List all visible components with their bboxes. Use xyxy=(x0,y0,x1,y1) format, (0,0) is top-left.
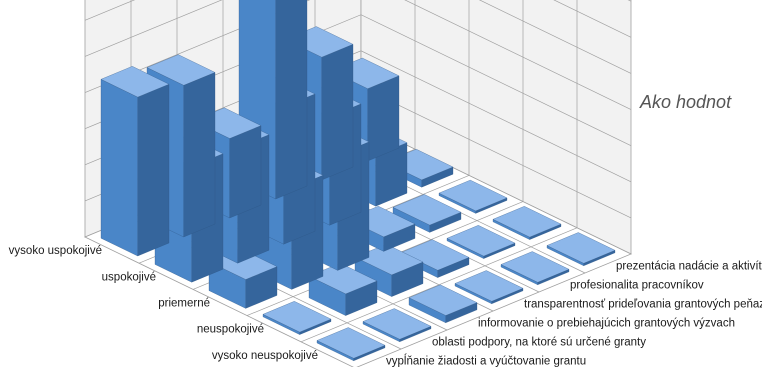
bar xyxy=(500,251,570,286)
bar-top xyxy=(500,251,570,283)
aspect-label: informovanie o prebiehajúcich grantových… xyxy=(478,318,735,330)
bar xyxy=(438,179,508,214)
bar xyxy=(454,270,524,305)
bar xyxy=(546,232,616,267)
bar-side xyxy=(183,72,216,238)
bar xyxy=(308,263,378,316)
bar-side xyxy=(367,75,400,162)
chart-labels: vysoko uspokojivé uspokojivé priemerné neus… xyxy=(9,245,762,367)
bar-top xyxy=(392,194,462,226)
bar-top xyxy=(262,301,332,333)
bar-side xyxy=(275,0,308,200)
bar-front xyxy=(100,79,138,257)
rating-label: neuspokojivé xyxy=(197,324,264,336)
bar xyxy=(354,244,424,297)
bar-top xyxy=(408,284,478,316)
bar xyxy=(100,66,170,257)
bar-side xyxy=(229,125,262,219)
chart-bars xyxy=(100,0,616,362)
bar xyxy=(492,206,562,240)
bar-side xyxy=(321,44,354,181)
bar-top xyxy=(438,179,508,212)
rating-label: uspokojivé xyxy=(102,271,156,283)
bar-top xyxy=(146,54,216,86)
bar-top xyxy=(446,225,516,257)
bar xyxy=(392,194,462,233)
chart-title: Ako hodnot xyxy=(639,92,732,112)
bar-top xyxy=(316,327,386,359)
aspect-label: vypĺňanie žiadosti a vyúčtovanie grantu xyxy=(386,355,586,367)
aspect-label: transparentnosť prideľovania grantových … xyxy=(524,299,762,311)
bar xyxy=(316,327,386,362)
rating-label: vysoko uspokojivé xyxy=(9,245,102,257)
bar xyxy=(362,308,432,343)
aspect-label: profesionalita pracovníkov xyxy=(570,280,704,292)
bar xyxy=(446,225,516,259)
rating-label: vysoko neuspokojivé xyxy=(212,350,318,362)
aspect-label: prezentácia nadácie a aktivít na verejno… xyxy=(616,261,762,273)
bar-top xyxy=(454,270,524,302)
bar xyxy=(408,284,478,324)
bar-side xyxy=(137,83,170,257)
bar-top xyxy=(546,232,616,264)
bar-top xyxy=(100,66,170,98)
floor-grid xyxy=(300,227,578,343)
rating-label: priemerné xyxy=(158,298,210,310)
bar-top xyxy=(492,206,562,238)
bar-top xyxy=(362,308,432,340)
bar xyxy=(262,301,332,335)
aspect-label: oblasti podpory, na ktoré sú určené gran… xyxy=(432,337,646,349)
